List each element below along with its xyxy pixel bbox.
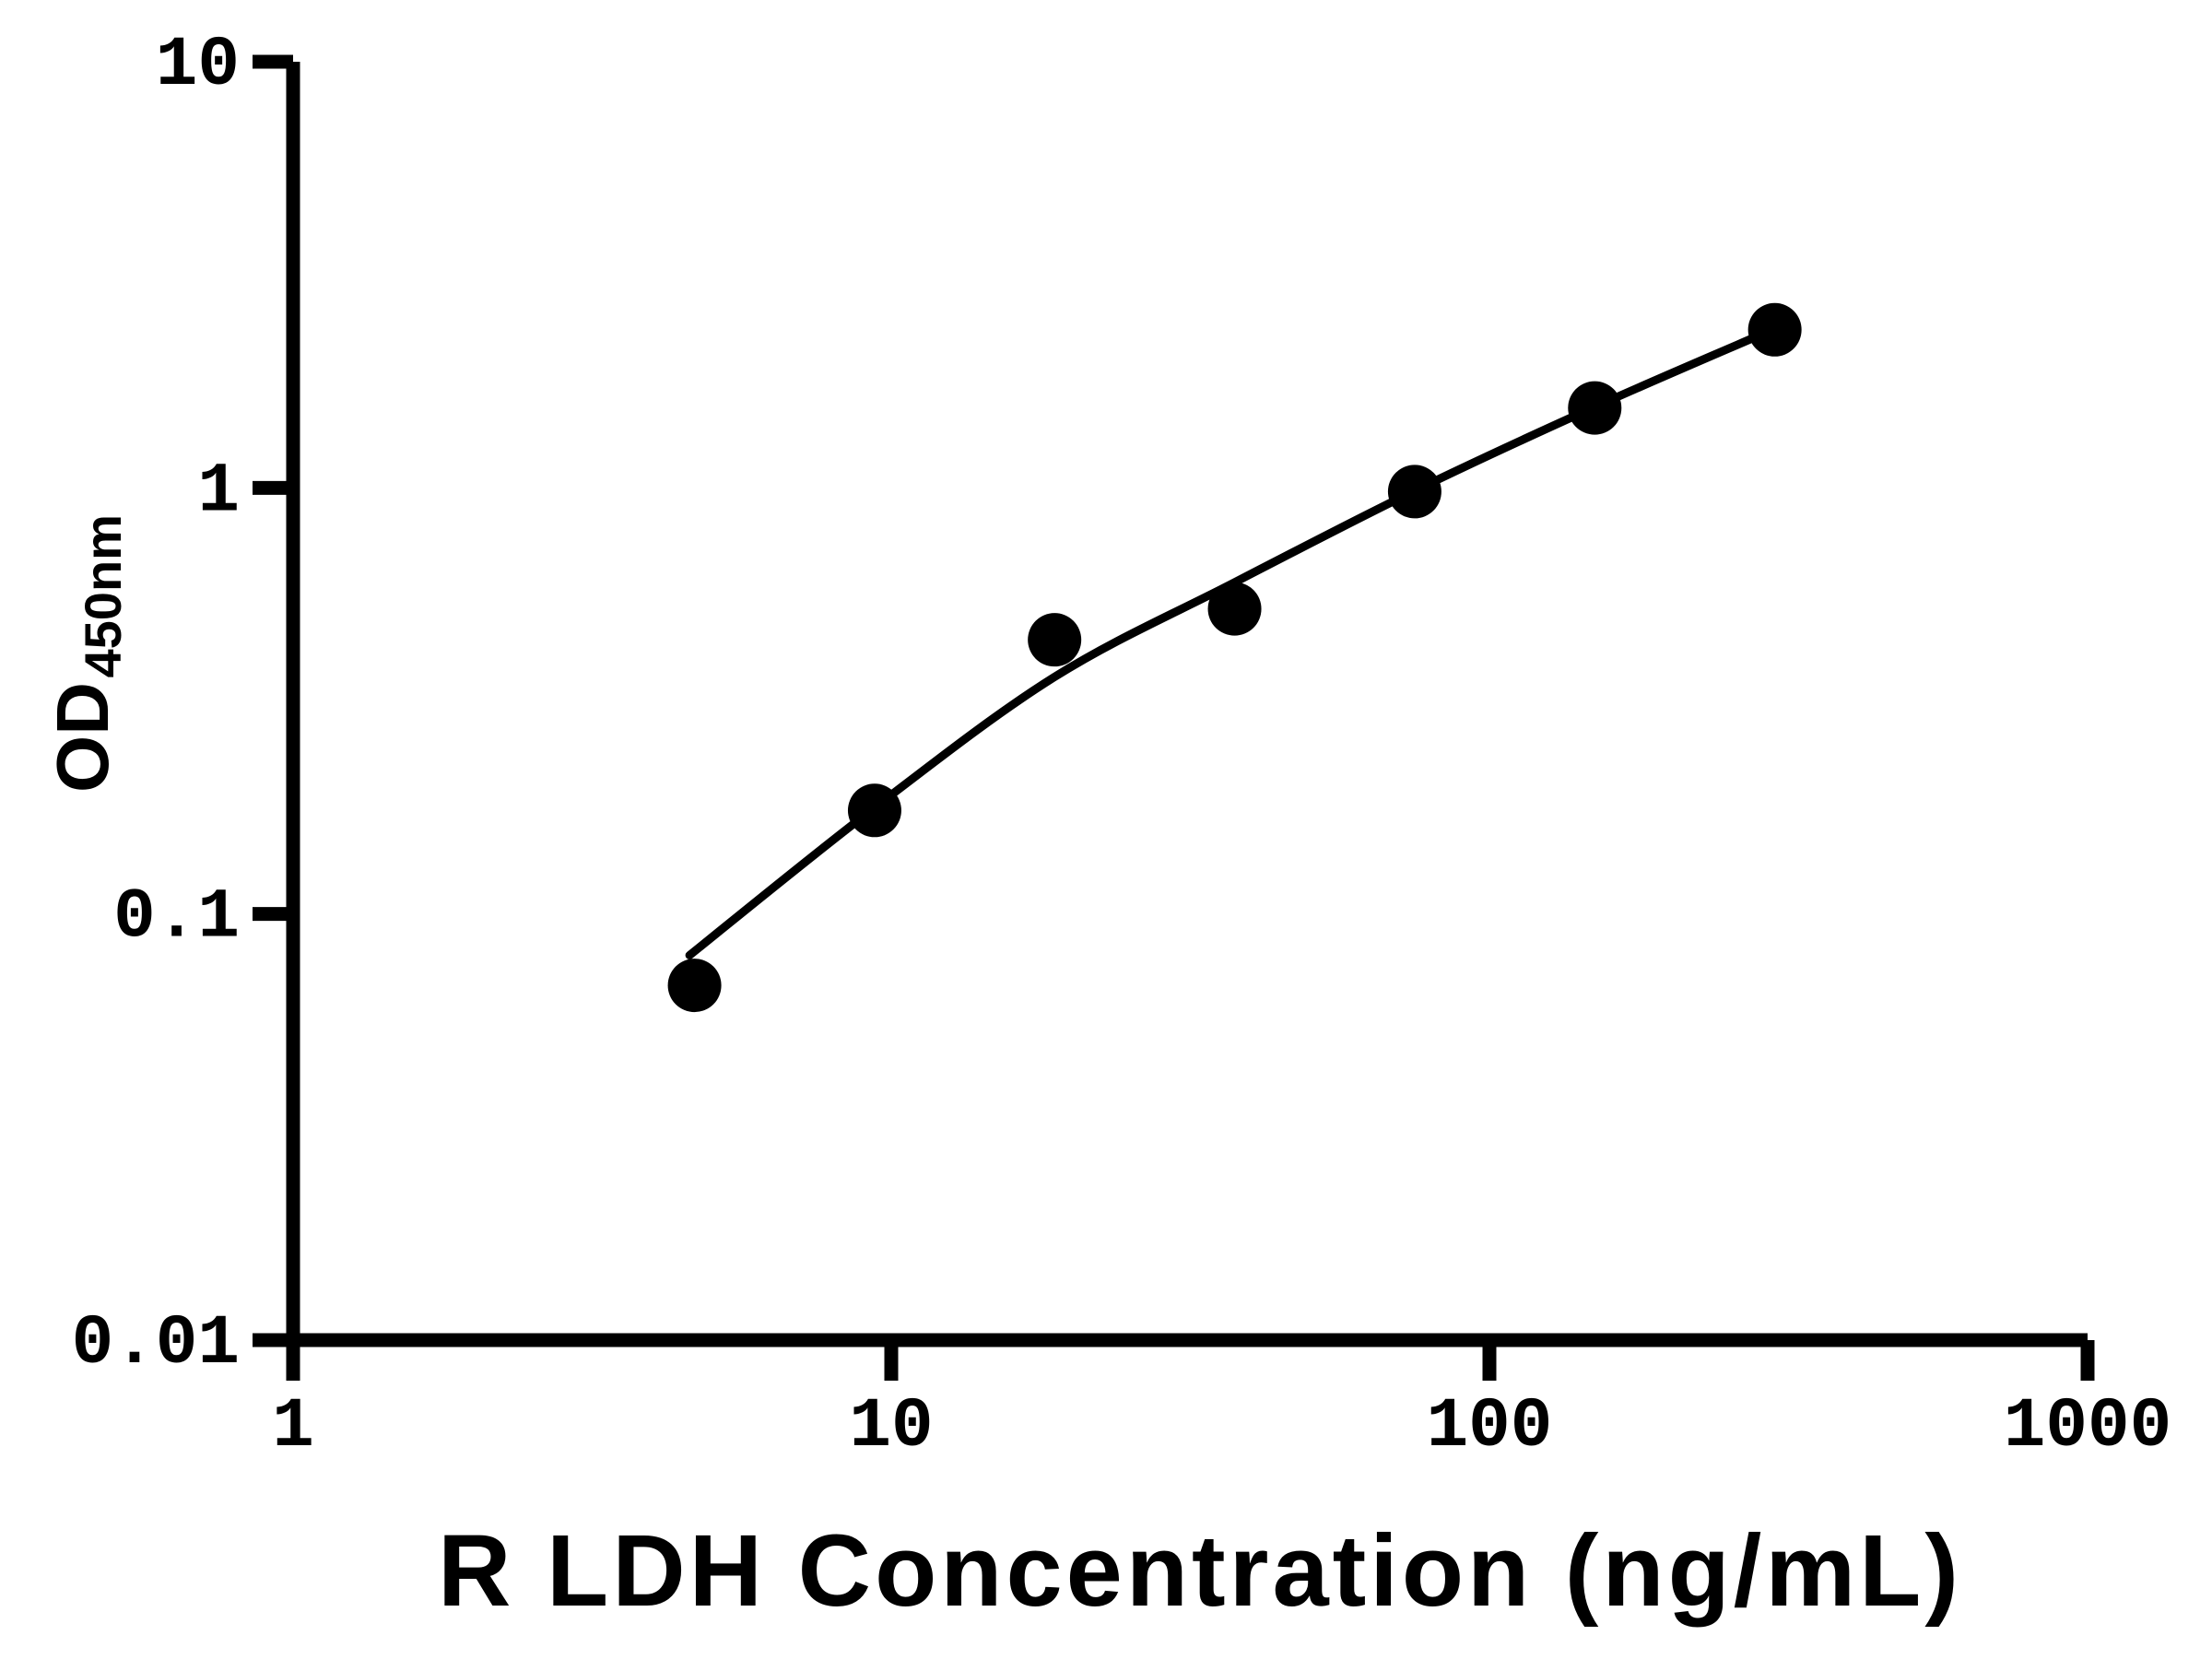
y-axis-title: OD 450nm [41,514,132,793]
x-tick-label: 1 [272,1387,314,1466]
y-tick-label: 1 [197,452,240,531]
y-tick-label: 0.1 [113,878,240,958]
data-point-marker [667,959,722,1013]
data-point-marker [1387,465,1441,519]
data-point-marker [1568,381,1622,435]
y-tick-label: 0.01 [72,1304,240,1383]
data-point-marker [1747,302,1802,357]
data-point-marker [1207,582,1262,636]
y-axis-title-subscript: 450nm [74,514,132,677]
x-axis-title: R LDH Concentration (ng/mL) [438,1514,1962,1628]
y-tick-label: 10 [156,26,240,105]
x-tick-label: 100 [1427,1387,1553,1466]
x-tick-label: 10 [849,1387,933,1466]
axis-spine [286,62,2088,1347]
x-tick-label: 1000 [2004,1387,2171,1466]
data-point-markers [667,302,1802,1013]
axis-tick-labels: 1 10 100 1000 0.01 0.1 1 10 [72,26,2172,1466]
data-point-marker [1028,613,1082,667]
axis-ticks [253,54,2095,1381]
data-point-marker [847,783,901,838]
y-axis-title-main: OD [41,682,124,793]
